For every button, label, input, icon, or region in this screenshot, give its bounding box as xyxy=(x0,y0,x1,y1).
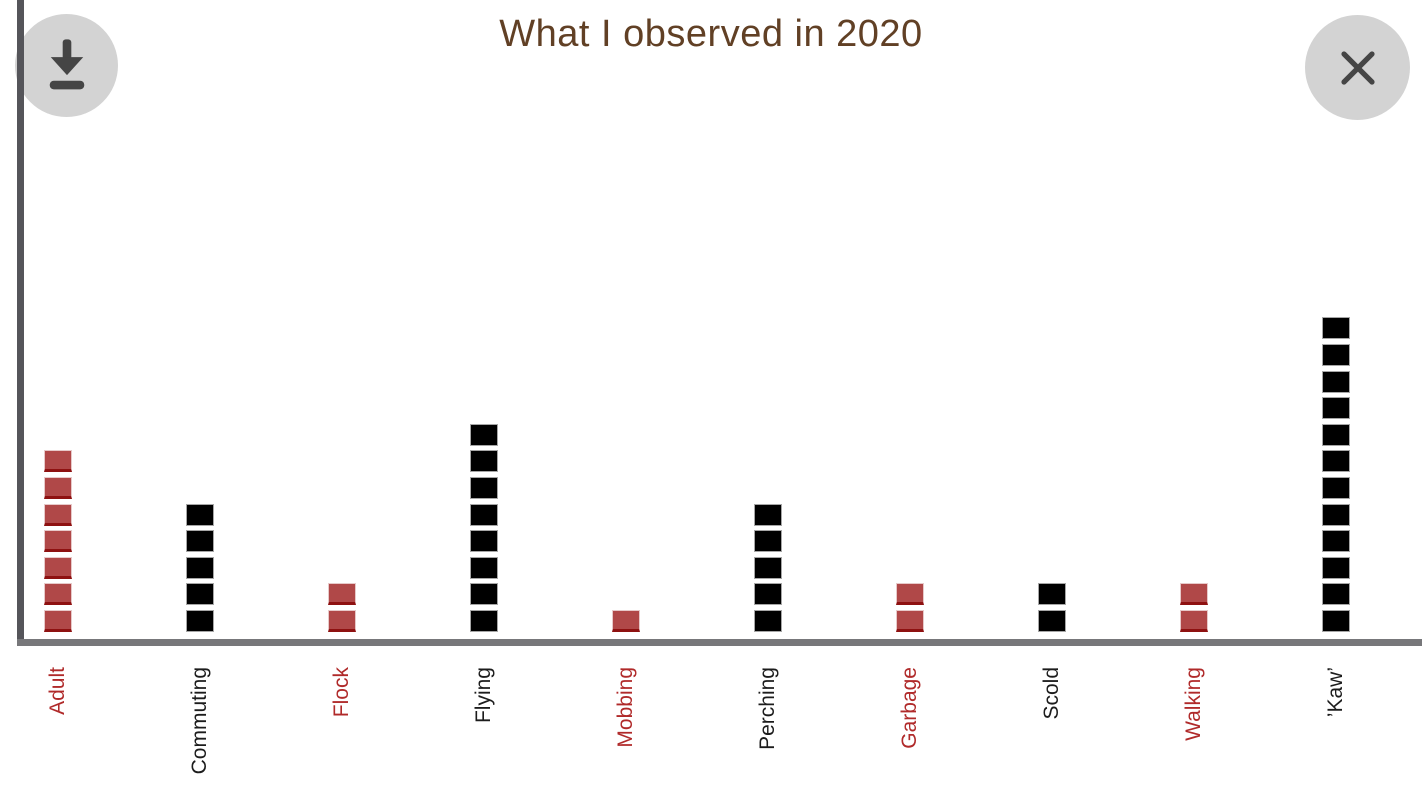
waffle-square xyxy=(328,583,357,606)
waffle-square xyxy=(470,556,499,579)
bar-column-perching xyxy=(754,503,783,632)
waffle-square xyxy=(754,503,783,526)
waffle-square xyxy=(44,583,72,606)
waffle-square xyxy=(470,503,499,526)
close-button[interactable] xyxy=(1305,15,1410,120)
download-button[interactable] xyxy=(15,14,118,117)
waffle-square xyxy=(1322,530,1351,553)
y-axis-line xyxy=(17,0,24,646)
waffle-square xyxy=(1322,610,1351,632)
close-icon xyxy=(1334,44,1382,92)
waffle-square xyxy=(470,450,499,473)
waffle-square xyxy=(44,477,72,500)
bar-column-flying xyxy=(470,423,499,632)
waffle-square xyxy=(44,503,72,526)
download-icon xyxy=(36,33,98,99)
waffle-square xyxy=(1322,450,1351,473)
waffle-square xyxy=(186,530,215,553)
waffle-square xyxy=(896,610,925,632)
waffle-square xyxy=(1322,423,1351,446)
waffle-square xyxy=(612,610,641,632)
bar-column-adult xyxy=(44,450,72,632)
waffle-square xyxy=(754,556,783,579)
x-axis-line xyxy=(17,639,1422,646)
waffle-square xyxy=(1322,477,1351,500)
page-title: What I observed in 2020 xyxy=(499,13,923,55)
waffle-square xyxy=(754,530,783,553)
bar-column-walking xyxy=(1180,583,1209,632)
waffle-square xyxy=(1322,583,1351,606)
bar-column-mobbing xyxy=(612,610,641,632)
waffle-square xyxy=(1322,397,1351,420)
waffle-square xyxy=(44,530,72,553)
waffle-square xyxy=(1322,344,1351,367)
waffle-square xyxy=(470,610,499,632)
bar-column-garbage xyxy=(896,583,925,632)
waffle-square xyxy=(896,583,925,606)
waffle-square xyxy=(754,583,783,606)
waffle-square xyxy=(186,610,215,632)
waffle-square xyxy=(1180,610,1209,632)
waffle-square xyxy=(1322,370,1351,393)
waffle-square xyxy=(470,477,499,500)
waffle-square xyxy=(186,583,215,606)
bar-column-commuting xyxy=(186,503,215,632)
waffle-square xyxy=(1322,317,1351,340)
waffle-square xyxy=(44,556,72,579)
waffle-square xyxy=(186,556,215,579)
waffle-square xyxy=(186,503,215,526)
waffle-square xyxy=(470,583,499,606)
waffle-square xyxy=(1038,610,1067,632)
bar-column-flock xyxy=(328,583,357,632)
bar-column-scold xyxy=(1038,583,1067,632)
waffle-square xyxy=(44,610,72,632)
waffle-square xyxy=(328,610,357,632)
waffle-square xyxy=(754,610,783,632)
waffle-square xyxy=(1322,503,1351,526)
waffle-square xyxy=(1180,583,1209,606)
waffle-square xyxy=(470,530,499,553)
waffle-square xyxy=(470,423,499,446)
waffle-square xyxy=(44,450,72,473)
waffle-square xyxy=(1038,583,1067,606)
bar-column-kaw xyxy=(1322,317,1351,632)
waffle-square xyxy=(1322,556,1351,579)
